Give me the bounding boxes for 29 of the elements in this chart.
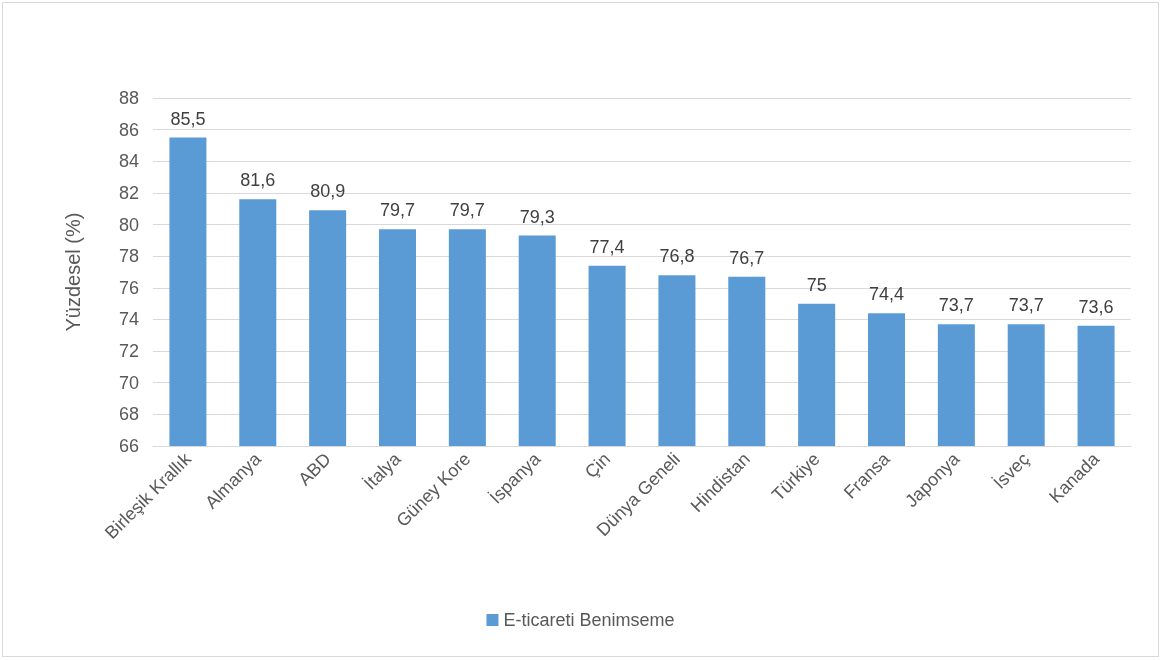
y-axis-title: Yüzdesel (%) [62,212,84,332]
y-tick-label: 86 [118,119,139,140]
y-tick-label: 72 [118,341,139,362]
data-label: 79,7 [449,200,485,221]
data-label: 79,3 [519,206,555,227]
y-tick-label: 66 [118,436,139,456]
data-label: 75 [806,274,827,295]
data-label: 76,8 [659,246,695,267]
y-tick-label: 70 [118,372,139,393]
y-tick-label: 76 [118,277,139,298]
data-label: 79,7 [379,200,416,221]
data-label: 81,6 [240,170,276,191]
data-label: 73,7 [1008,295,1044,316]
y-tick-label: 68 [118,404,139,425]
y-tick-label: 78 [118,246,139,267]
legend-label: E-ticareti Benimseme [503,610,675,630]
data-label: 74,4 [868,284,905,305]
data-label: 73,6 [1078,296,1114,317]
data-label: 73,7 [938,295,974,316]
data-label: 85,5 [170,108,206,129]
y-tick-label: 88 [118,88,139,108]
x-tick-label: Çin [580,448,615,483]
y-tick-label: 82 [118,182,139,203]
data-label: 76,7 [729,247,765,268]
data-label: 80,9 [310,181,346,202]
data-label: 77,4 [589,236,625,257]
y-tick-label: 84 [118,151,139,172]
y-tick-label: 80 [118,214,139,235]
y-tick-label: 74 [118,309,139,330]
